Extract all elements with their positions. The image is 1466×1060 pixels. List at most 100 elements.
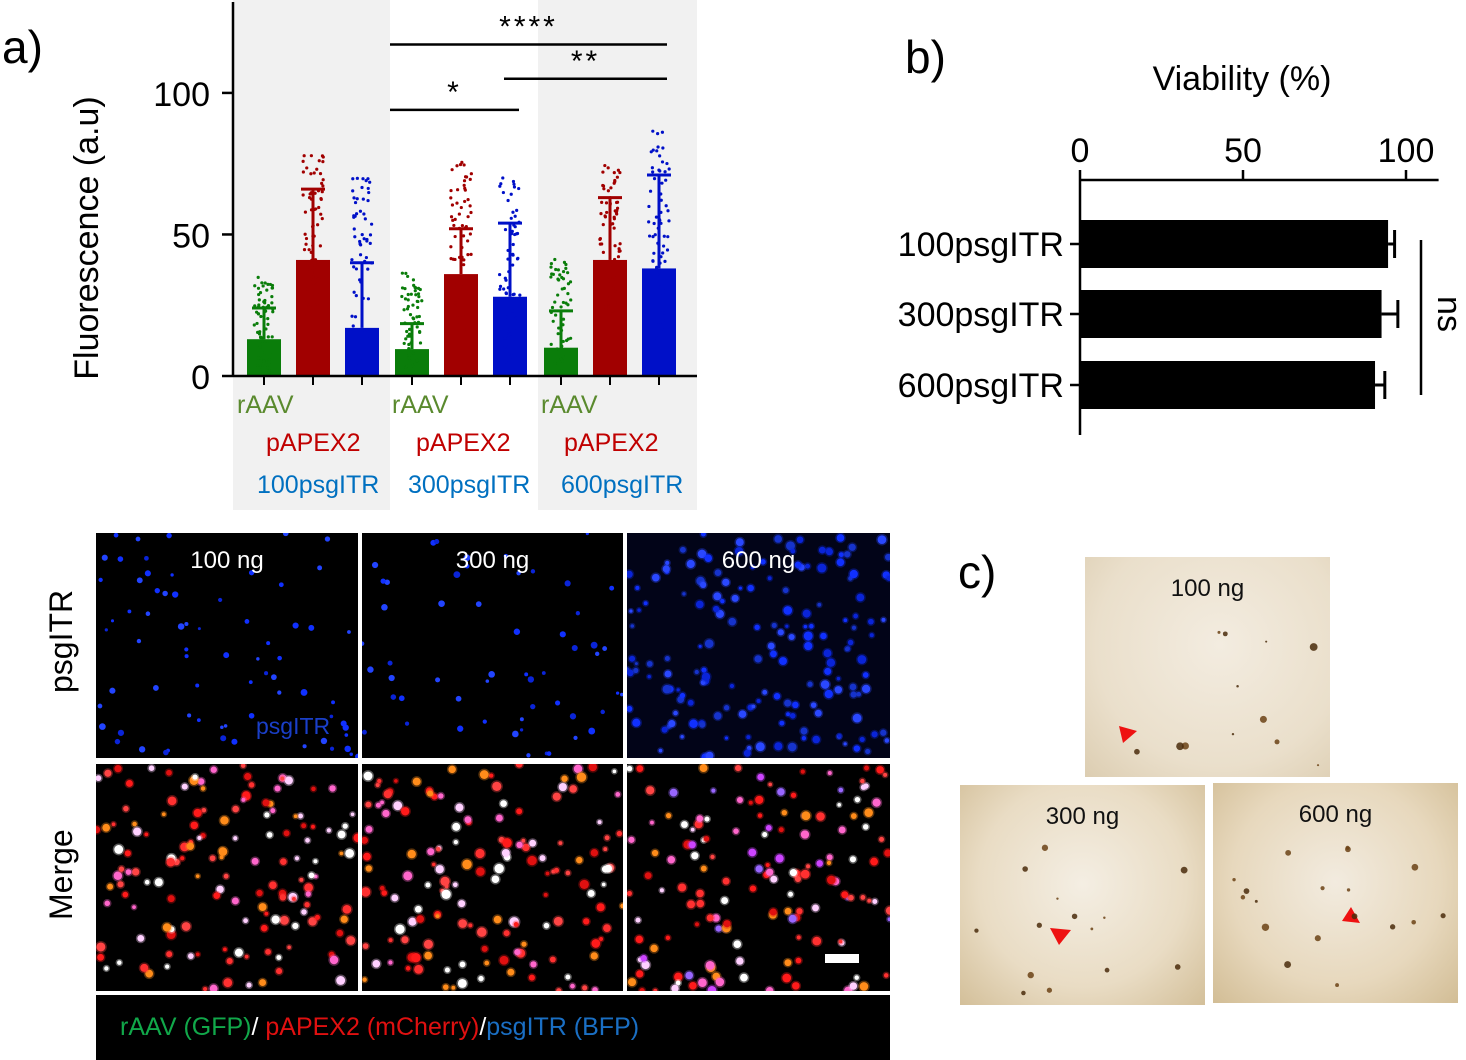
data-point: [266, 317, 270, 321]
cell: [516, 570, 521, 576]
data-point: [304, 314, 309, 318]
cell: [111, 822, 116, 827]
cell: [643, 601, 648, 606]
data-point: [618, 242, 622, 246]
data-point: [651, 129, 655, 133]
data-point: [455, 164, 459, 168]
cell: [667, 856, 676, 864]
cell: [140, 963, 149, 972]
data-point: [358, 239, 362, 244]
data-point: [662, 234, 666, 238]
cell: [784, 959, 792, 967]
cell: [414, 964, 424, 974]
cell: [188, 953, 194, 959]
data-point: [407, 356, 412, 360]
cell: [679, 546, 686, 553]
scale-bar: [825, 954, 859, 963]
cell: [734, 547, 744, 556]
cell: [362, 977, 367, 982]
cell: [554, 867, 560, 873]
data-point: [365, 336, 370, 340]
cell: [596, 903, 605, 912]
data-point: [664, 204, 668, 208]
cell: [280, 776, 285, 781]
cell: [313, 874, 318, 879]
data-point: [612, 289, 617, 293]
micrograph-title: 300 ng: [455, 547, 530, 574]
cell: [270, 808, 276, 814]
debris-speck: [1259, 715, 1267, 723]
cell: [513, 628, 521, 635]
data-point: [361, 177, 365, 181]
data-point: [257, 332, 262, 336]
data-point: [409, 292, 413, 296]
cell: [841, 891, 849, 899]
cell: [817, 563, 827, 573]
brightfield-600ng: 600 ng: [1213, 783, 1458, 1003]
cell: [887, 917, 890, 922]
data-point: [459, 310, 463, 314]
cell: [305, 838, 310, 843]
cell: [442, 984, 449, 990]
cell: [746, 735, 751, 740]
data-point: [449, 245, 453, 249]
data-point: [262, 300, 266, 304]
data-point: [270, 283, 275, 288]
cell: [365, 825, 373, 833]
cell: [478, 975, 484, 982]
data-point: [561, 354, 565, 358]
cell: [627, 570, 633, 578]
cell: [170, 573, 174, 577]
cell: [516, 841, 523, 849]
cell: [444, 967, 450, 973]
data-point: [553, 361, 557, 365]
cell: [276, 955, 282, 960]
cell: [816, 812, 825, 821]
data-point: [667, 219, 671, 223]
cell: [754, 655, 762, 663]
cell: [571, 644, 578, 652]
cell: [444, 884, 449, 889]
brightfield-marks: [1232, 845, 1446, 987]
data-point: [608, 275, 612, 279]
data-point: [461, 258, 466, 262]
data-point: [457, 305, 461, 309]
data-point: [561, 317, 566, 321]
cell: [576, 772, 587, 782]
cell: [172, 591, 179, 598]
cell: [854, 796, 861, 803]
cell: [301, 823, 307, 829]
data-point: [511, 179, 516, 184]
cell: [766, 987, 774, 991]
y-axis-title: Fluorescence (a.u): [68, 96, 106, 379]
cell: [125, 869, 132, 875]
cell: [526, 753, 531, 758]
data-point: [451, 257, 455, 261]
cell: [222, 947, 227, 952]
cell: [668, 720, 676, 728]
cell: [148, 765, 155, 771]
data-point: [404, 370, 408, 374]
cell: [769, 908, 777, 916]
data-point: [612, 257, 617, 262]
data-point: [258, 290, 263, 295]
data-point: [319, 196, 323, 201]
data-point: [651, 259, 655, 263]
cell: [781, 809, 788, 816]
cell: [595, 651, 600, 657]
data-point: [511, 263, 515, 267]
data-point: [664, 178, 668, 182]
cell: [735, 764, 742, 772]
data-point: [511, 252, 515, 256]
cell: [644, 872, 652, 880]
y-tick-label: 50: [172, 217, 210, 255]
cell: [834, 686, 843, 694]
cell: [749, 885, 757, 892]
cell: [226, 958, 233, 965]
cell: [283, 830, 290, 837]
cell: [700, 581, 707, 589]
cell: [849, 683, 857, 691]
data-point: [499, 182, 503, 186]
data-point: [367, 190, 371, 195]
cell: [200, 832, 206, 839]
